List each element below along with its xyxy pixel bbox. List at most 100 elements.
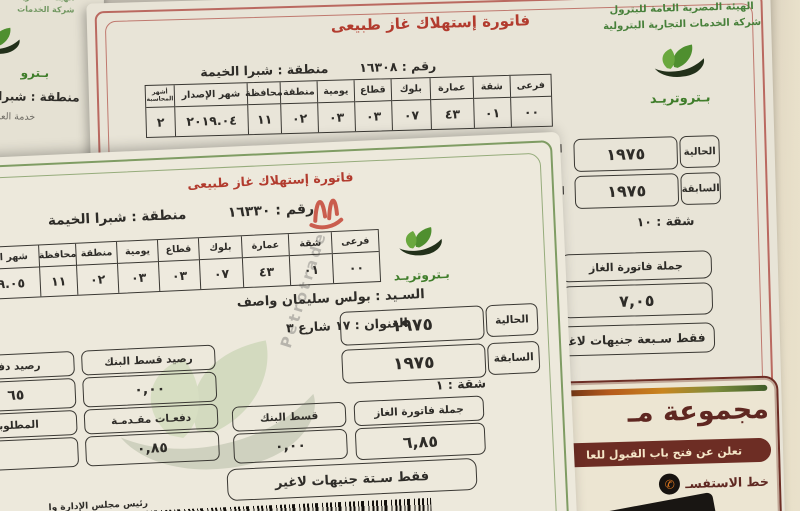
column-header: محافظة (245, 82, 283, 106)
column-value: ٤٣ (444, 106, 461, 122)
meter-code-table: فرعى ٠٠ شقة ٠١ عمارة ٤٣ بلوك ٠٧ قطاع ٠٣ … (0, 229, 382, 302)
back-gas-bill: الهيئة المصرية العامة للبترول شركة الخدم… (86, 0, 786, 511)
column-header: بلوك (198, 236, 242, 261)
side-org-line1: الهيئة المصرية (17, 0, 74, 2)
previous-reading-label: السابقة (680, 172, 722, 206)
ad-subline: تعلن عن فتح باب القبول للعا (585, 444, 743, 462)
petrotrade-logo: بـتروتريـد (372, 224, 470, 284)
ad-hotline: خط الاستفسـ ✆ (658, 471, 770, 495)
front-gas-bill: Petrotrade فاتورة إستهلاك غاز طبيعى رقم … (0, 131, 580, 511)
table-column: عمارة ٤٣ (429, 76, 474, 130)
previous-reading-value: ١٩٧٥ (574, 173, 680, 210)
column-header: عمارة (430, 76, 474, 101)
table-column: يومية ٠٣ (116, 240, 160, 293)
current-reading-label: الحالية (679, 135, 721, 169)
table-column: محافظة ١١ (245, 82, 283, 135)
table-column: قطاع ٠٣ (353, 79, 392, 132)
table-column: محافظة ١١ (38, 243, 78, 297)
current-reading-value: ١٩٧٥ (573, 136, 679, 173)
advertisement: مجموعة مـ تعلن عن فتح باب القبول للعا خط… (546, 375, 783, 511)
petrotrade-leaf-icon (0, 27, 20, 54)
column-value: ٠٠ (523, 104, 540, 120)
column-header: قطاع (157, 238, 199, 263)
column-header: يومية (317, 80, 355, 104)
column-header: عمارة (241, 234, 289, 259)
table-column: يومية ٠٣ (316, 80, 355, 133)
column-value: ٠٢ (291, 110, 308, 126)
column-header: يومية (117, 240, 158, 264)
payments-balance-label: رصيد دفعـ (0, 350, 76, 382)
gas-total-value: ٧,٠٥ (560, 282, 714, 319)
zone-line: منطقة : شبرا الخيمة (200, 60, 329, 80)
ad-phone-number-banner (564, 491, 718, 511)
table-column: فرعى ٠٠ (509, 74, 552, 127)
column-value: ٠٧ (403, 107, 420, 123)
table-column: شهر الإصدار ٢٠١٩.٠٤ (173, 83, 249, 137)
column-header: أشهر المحاسبة (145, 85, 175, 109)
column-value: ٠٣ (328, 109, 345, 125)
column-value: ١١ (256, 111, 273, 127)
petrotrade-logo: بـتروتريـد (624, 42, 736, 108)
previous-reading-label: السابقة (486, 340, 541, 376)
brand-name: بـتروتريـد (393, 266, 451, 284)
column-header: شقة (288, 232, 332, 257)
column-header: منطقة (280, 81, 318, 105)
signature-title: رئيس مجلس الإدارة وا (48, 498, 149, 511)
amount-in-words: فقط سـبعة جنيهات لاغير (546, 322, 716, 357)
required-amount-value (0, 436, 80, 473)
apartment-line: شقة : ١٠ (636, 212, 695, 230)
table-column: أشهر المحاسبة ٢ (145, 85, 175, 137)
red-stamp (309, 198, 344, 230)
table-column: بلوك ٠٧ (390, 78, 431, 131)
zone-line: منطقة : شبرا الخيمة (47, 206, 187, 230)
side-zone-text: منطقة : شبرا (0, 89, 80, 105)
org-line1: الهيئة المصرية العامة للبترول (609, 1, 754, 17)
current-reading-value: ١٩٧٥ (339, 305, 485, 346)
side-service-text: خدمة العملا (0, 111, 36, 123)
side-bill-paper: الهيئة المصرية شركة الخدمات بـترو منطقة … (0, 0, 105, 244)
column-value: ١١ (50, 273, 67, 289)
column-header: بلوك (391, 78, 431, 102)
table-column: منطقة ٠٢ (279, 81, 318, 134)
gas-total-label: جملة فاتورة الغاز (559, 250, 713, 283)
side-brand-text: بـترو (20, 65, 50, 81)
petrotrade-leaf-icon (399, 227, 442, 256)
column-header: فرعى (510, 74, 552, 98)
table-column: قطاع ٠٣ (156, 238, 201, 292)
table-column: منطقة ٠٢ (75, 241, 119, 295)
invoice-number: رقم : ١٦٣٣٠ (227, 200, 315, 221)
meter-code-table: فرعى ٠٠ شقة ٠١ عمارة ٤٣ بلوك ٠٧ قطاع ٠٣ … (144, 73, 553, 139)
bill-title: فاتورة إستهلاك غاز طبيعى (330, 11, 531, 35)
column-header: شهر الإصدار (174, 83, 248, 108)
ad-band: تعلن عن فتح باب القبول للعا (556, 437, 772, 468)
table-column: شقة ٠١ (472, 75, 511, 128)
hotline-text: خط الاستفسـ (685, 473, 770, 492)
gas-total-label: جملة فاتورة الغاز (353, 395, 485, 427)
column-value: ٠٣ (130, 269, 147, 286)
column-header: منطقة (76, 241, 118, 266)
column-value: ٢٠١٩.٠٤ (186, 112, 238, 129)
phone-icon: ✆ (658, 473, 681, 495)
side-org-line2: شركة الخدمات (17, 4, 75, 15)
apartment-line: شقة : ١ (435, 375, 487, 393)
column-value: ٠١ (484, 105, 501, 121)
leaf-watermark (120, 340, 315, 470)
brand-name: بـتروتريـد (649, 90, 711, 107)
payments-balance-value: ٦٥ (0, 377, 77, 414)
gas-total-value: ٦,٨٥ (354, 422, 487, 461)
org-name: الهيئة المصرية العامة للبترول شركة الخدم… (587, 0, 778, 35)
column-value: ٠٣ (365, 108, 382, 124)
column-value: ٠٧ (213, 265, 230, 282)
side-org-text: الهيئة المصرية شركة الخدمات (0, 0, 98, 17)
column-header: قطاع (354, 79, 392, 103)
bank-installment-value: ٠,٠٠ (232, 428, 349, 464)
advance-payments-value: ٠,٨٥ (84, 430, 221, 467)
bank-installment-label: قسط البنك (231, 401, 347, 432)
ad-headline: مجموعة مـ (627, 393, 770, 429)
table-column: شهر الاصدار ٢٠١٩.٠٥ (0, 245, 40, 300)
invoice-number: رقم : ١٦٣٠٨ (358, 57, 437, 76)
column-value: ٢ (156, 114, 165, 130)
column-header: شقة (473, 75, 511, 99)
column-value: ٢٠١٩.٠٥ (0, 275, 26, 293)
table-column: بلوك ٠٧ (197, 236, 244, 290)
